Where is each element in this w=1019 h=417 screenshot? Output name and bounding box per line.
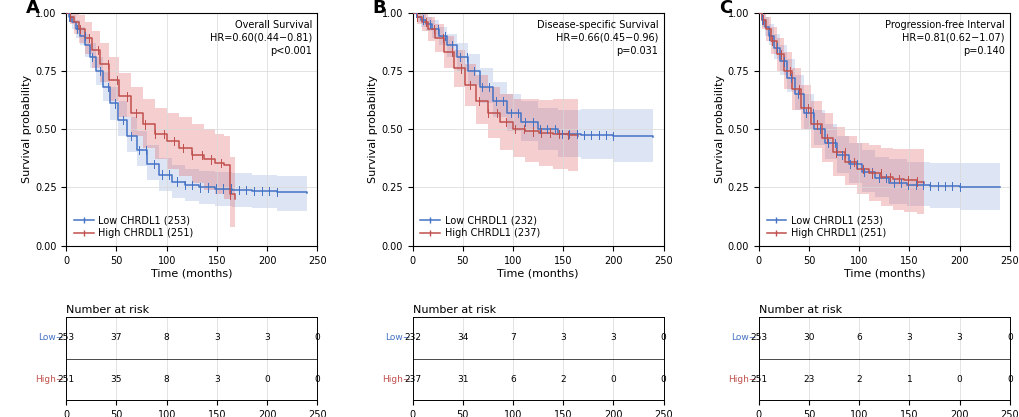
Text: 2: 2 [856, 375, 861, 384]
X-axis label: Time (months): Time (months) [843, 268, 924, 278]
Text: 6: 6 [510, 375, 516, 384]
Text: 253: 253 [750, 333, 766, 342]
Text: 35: 35 [111, 375, 122, 384]
Y-axis label: Survival probability: Survival probability [368, 75, 378, 183]
Text: 3: 3 [956, 333, 962, 342]
Text: 237: 237 [404, 375, 421, 384]
Text: High−: High− [36, 375, 64, 384]
X-axis label: Time (months): Time (months) [151, 268, 232, 278]
Text: 23: 23 [803, 375, 814, 384]
Text: Number at risk: Number at risk [412, 305, 495, 315]
Text: 0: 0 [660, 333, 665, 342]
Text: Number at risk: Number at risk [758, 305, 841, 315]
Text: 30: 30 [803, 333, 814, 342]
Text: 8: 8 [164, 333, 169, 342]
Text: 8: 8 [164, 375, 169, 384]
Text: 251: 251 [58, 375, 74, 384]
Text: 0: 0 [609, 375, 615, 384]
Text: 0: 0 [1006, 375, 1012, 384]
Text: 34: 34 [457, 333, 468, 342]
Text: Overall Survival
HR=0.60(0.44−0.81)
p<0.001: Overall Survival HR=0.60(0.44−0.81) p<0.… [210, 20, 312, 56]
Text: 0: 0 [264, 375, 270, 384]
Text: Number at risk: Number at risk [66, 305, 149, 315]
Y-axis label: Survival probability: Survival probability [22, 75, 33, 183]
Y-axis label: Survival probability: Survival probability [714, 75, 725, 183]
Text: 232: 232 [404, 333, 421, 342]
Text: C: C [718, 0, 732, 17]
Legend: Low CHRDL1 (253), High CHRDL1 (251): Low CHRDL1 (253), High CHRDL1 (251) [71, 212, 197, 241]
Text: Low−: Low− [39, 333, 64, 342]
Text: 31: 31 [457, 375, 468, 384]
Text: 253: 253 [58, 333, 74, 342]
Text: A: A [26, 0, 40, 17]
Text: Low−: Low− [384, 333, 410, 342]
Text: 6: 6 [856, 333, 861, 342]
Text: 37: 37 [111, 333, 122, 342]
Text: Disease-specific Survival
HR=0.66(0.45−0.96)
p=0.031: Disease-specific Survival HR=0.66(0.45−0… [536, 20, 658, 56]
Text: 3: 3 [559, 333, 566, 342]
Legend: Low CHRDL1 (253), High CHRDL1 (251): Low CHRDL1 (253), High CHRDL1 (251) [763, 212, 889, 241]
Text: Low−: Low− [731, 333, 756, 342]
Text: 3: 3 [609, 333, 615, 342]
Text: 251: 251 [750, 375, 766, 384]
Text: 3: 3 [906, 333, 911, 342]
Text: 3: 3 [264, 333, 270, 342]
Text: High−: High− [381, 375, 410, 384]
Text: 0: 0 [314, 333, 320, 342]
Text: 2: 2 [559, 375, 566, 384]
Text: 7: 7 [510, 333, 516, 342]
Text: High−: High− [728, 375, 756, 384]
Text: 0: 0 [1006, 333, 1012, 342]
Text: 3: 3 [214, 375, 219, 384]
Legend: Low CHRDL1 (232), High CHRDL1 (237): Low CHRDL1 (232), High CHRDL1 (237) [417, 212, 542, 241]
Text: 0: 0 [314, 375, 320, 384]
Text: 1: 1 [906, 375, 911, 384]
Text: 0: 0 [660, 375, 665, 384]
Text: B: B [372, 0, 385, 17]
Text: Progression-free Interval
HR=0.81(0.62−1.07)
p=0.140: Progression-free Interval HR=0.81(0.62−1… [884, 20, 1004, 56]
Text: 3: 3 [214, 333, 219, 342]
Text: 0: 0 [956, 375, 962, 384]
X-axis label: Time (months): Time (months) [497, 268, 578, 278]
